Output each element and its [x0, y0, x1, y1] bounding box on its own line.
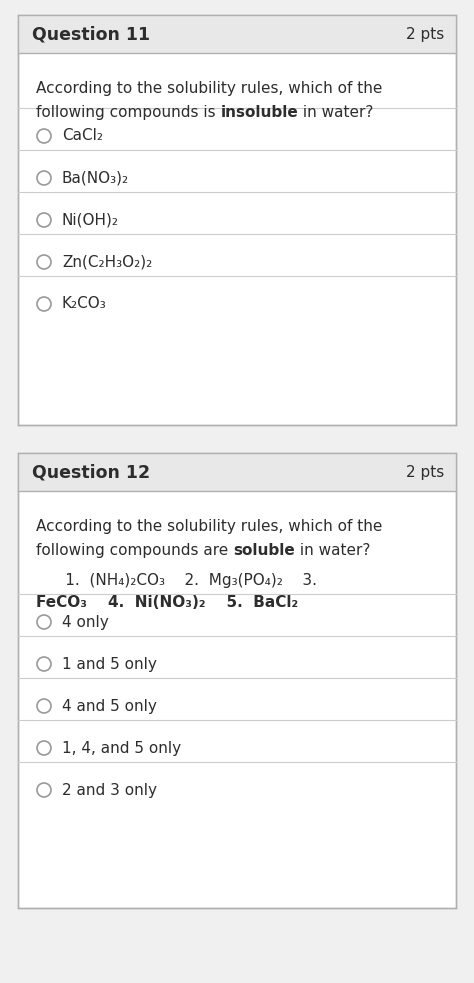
- Circle shape: [37, 615, 51, 629]
- Text: 2 and 3 only: 2 and 3 only: [62, 782, 157, 797]
- Text: 2 pts: 2 pts: [406, 27, 444, 41]
- Text: 4 only: 4 only: [62, 614, 109, 629]
- Text: According to the solubility rules, which of the: According to the solubility rules, which…: [36, 519, 383, 534]
- Text: Question 12: Question 12: [32, 463, 150, 481]
- Circle shape: [37, 213, 51, 227]
- Text: Zn(C₂H₃O₂)₂: Zn(C₂H₃O₂)₂: [62, 255, 152, 269]
- Text: 2 pts: 2 pts: [406, 465, 444, 480]
- Text: According to the solubility rules, which of the: According to the solubility rules, which…: [36, 81, 383, 96]
- Circle shape: [37, 171, 51, 185]
- Text: soluble: soluble: [233, 543, 295, 558]
- Text: in water?: in water?: [295, 543, 370, 558]
- Circle shape: [37, 741, 51, 755]
- FancyBboxPatch shape: [18, 453, 456, 908]
- Circle shape: [37, 657, 51, 671]
- Circle shape: [37, 699, 51, 713]
- Text: 1, 4, and 5 only: 1, 4, and 5 only: [62, 740, 181, 756]
- Text: 4 and 5 only: 4 and 5 only: [62, 699, 157, 714]
- Circle shape: [37, 297, 51, 311]
- Text: 1.  (NH₄)₂CO₃    2.  Mg₃(PO₄)₂    3.: 1. (NH₄)₂CO₃ 2. Mg₃(PO₄)₂ 3.: [36, 573, 317, 588]
- Circle shape: [37, 129, 51, 143]
- Circle shape: [37, 783, 51, 797]
- Text: following compounds are: following compounds are: [36, 543, 233, 558]
- Text: K₂CO₃: K₂CO₃: [62, 297, 107, 312]
- Text: FeCO₃    4.  Ni(NO₃)₂    5.  BaCl₂: FeCO₃ 4. Ni(NO₃)₂ 5. BaCl₂: [36, 595, 298, 610]
- Text: Ni(OH)₂: Ni(OH)₂: [62, 212, 119, 227]
- Text: CaCl₂: CaCl₂: [62, 129, 103, 144]
- Text: Question 11: Question 11: [32, 25, 150, 43]
- FancyBboxPatch shape: [18, 15, 456, 53]
- Text: in water?: in water?: [298, 105, 374, 120]
- Text: following compounds is: following compounds is: [36, 105, 220, 120]
- Text: insoluble: insoluble: [220, 105, 298, 120]
- Circle shape: [37, 255, 51, 269]
- Text: 1 and 5 only: 1 and 5 only: [62, 657, 157, 671]
- FancyBboxPatch shape: [18, 453, 456, 491]
- Text: Ba(NO₃)₂: Ba(NO₃)₂: [62, 170, 129, 186]
- FancyBboxPatch shape: [18, 15, 456, 425]
